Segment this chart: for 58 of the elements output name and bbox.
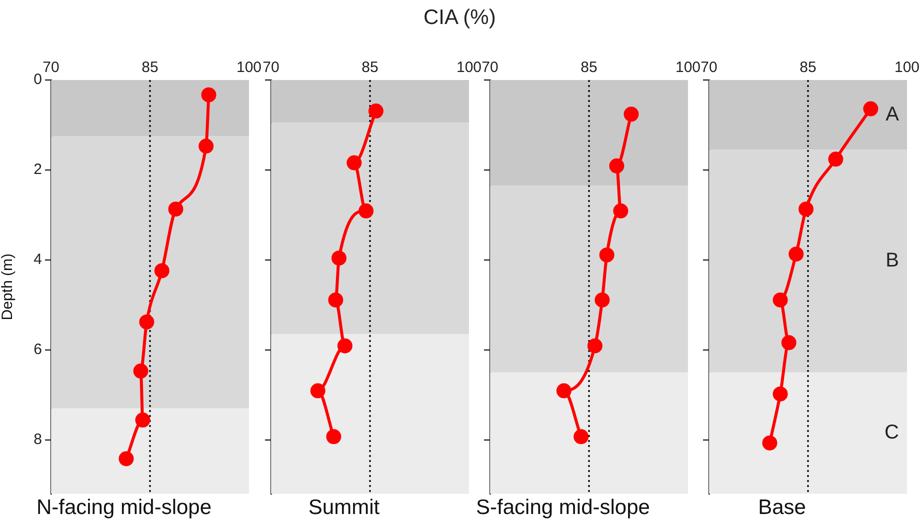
y-axis-title: Depth (m) [0, 254, 16, 320]
point [139, 314, 154, 330]
point [863, 101, 878, 116]
point [788, 246, 804, 262]
point [613, 203, 628, 218]
x-tick-label: 85 [580, 59, 598, 76]
point [772, 386, 788, 402]
text: Base [758, 496, 806, 520]
point [358, 203, 374, 218]
y-tick-label: 0 [34, 71, 42, 88]
point [599, 247, 614, 262]
x-tick-label: 85 [800, 59, 816, 76]
x-tick-label: 100 [456, 59, 482, 76]
x-tick-label: 100 [675, 59, 701, 76]
text: N-facing mid-slope [36, 496, 212, 520]
point [326, 429, 342, 444]
point [133, 364, 148, 379]
point [118, 451, 134, 466]
band-label: C [884, 422, 899, 444]
x-axis-title: CIA (%) [424, 6, 496, 30]
band-label: A [886, 103, 900, 126]
text: S-facing mid-slope [476, 496, 650, 520]
band-label: B [886, 250, 899, 272]
point [346, 155, 362, 170]
x-tick-label: 100 [894, 59, 919, 76]
text: Summit [308, 496, 380, 520]
y-tick-label: 6 [34, 341, 42, 358]
point [201, 87, 216, 102]
point [609, 158, 624, 174]
x-tick-label: 85 [362, 59, 378, 76]
x-tick-label: 70 [262, 59, 280, 76]
point [198, 138, 214, 154]
x-tick-label: 100 [236, 59, 262, 76]
y-tick-label: 4 [34, 251, 42, 268]
point [154, 263, 170, 278]
point [587, 338, 602, 354]
y-tick-label: 8 [34, 430, 42, 448]
point [168, 202, 184, 217]
point [772, 292, 788, 308]
point [368, 104, 384, 119]
x-tick-label: 70 [42, 59, 60, 76]
point [781, 335, 796, 350]
point [624, 106, 639, 122]
point [594, 292, 610, 308]
x-tick-label: 85 [142, 59, 158, 76]
point [310, 383, 326, 398]
x-tick-label: 70 [482, 59, 498, 76]
point [331, 250, 346, 266]
point [337, 338, 352, 354]
point [798, 202, 814, 217]
point [574, 429, 589, 444]
x-tick-label: 70 [700, 59, 718, 76]
point [135, 412, 150, 428]
point [828, 152, 844, 167]
point [556, 383, 572, 398]
y-tick-label: 2 [34, 161, 42, 178]
point [328, 292, 344, 308]
point [762, 435, 778, 450]
